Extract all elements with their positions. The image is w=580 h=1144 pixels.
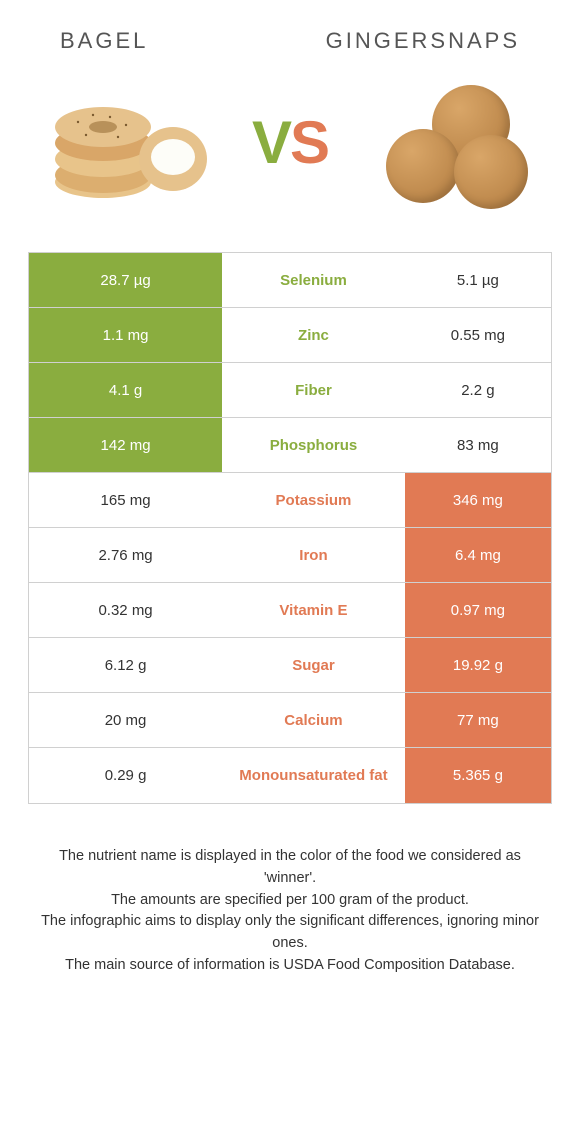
footnote-line: The infographic aims to display only the…	[34, 911, 546, 955]
value-left: 4.1 g	[29, 363, 222, 417]
value-left: 2.76 mg	[29, 528, 222, 582]
nutrient-name: Selenium	[222, 253, 405, 307]
food-title-left: BAGEL	[60, 28, 148, 54]
vs-s: S	[290, 109, 328, 176]
value-left: 1.1 mg	[29, 308, 222, 362]
value-right: 19.92 g	[405, 638, 551, 692]
table-row: 4.1 gFiber2.2 g	[29, 363, 551, 418]
footnotes: The nutrient name is displayed in the co…	[28, 846, 552, 977]
images-row: VS	[28, 72, 552, 212]
food-title-right: GINGERSNAPS	[326, 28, 520, 54]
table-row: 6.12 gSugar19.92 g	[29, 638, 551, 693]
value-left: 0.32 mg	[29, 583, 222, 637]
nutrient-name: Fiber	[222, 363, 405, 417]
value-left: 142 mg	[29, 418, 222, 472]
bagel-image	[38, 77, 218, 207]
nutrient-name: Vitamin E	[222, 583, 405, 637]
table-row: 20 mgCalcium77 mg	[29, 693, 551, 748]
nutrient-name: Zinc	[222, 308, 405, 362]
table-row: 165 mgPotassium346 mg	[29, 473, 551, 528]
value-left: 28.7 µg	[29, 253, 222, 307]
table-row: 2.76 mgIron6.4 mg	[29, 528, 551, 583]
nutrient-name: Sugar	[222, 638, 405, 692]
value-right: 6.4 mg	[405, 528, 551, 582]
value-right: 5.365 g	[405, 748, 551, 803]
value-right: 0.97 mg	[405, 583, 551, 637]
footnote-line: The amounts are specified per 100 gram o…	[34, 890, 546, 912]
nutrient-name: Calcium	[222, 693, 405, 747]
nutrient-name: Phosphorus	[222, 418, 405, 472]
vs-label: VS	[252, 108, 328, 177]
value-right: 0.55 mg	[405, 308, 551, 362]
value-left: 165 mg	[29, 473, 222, 527]
footnote-line: The main source of information is USDA F…	[34, 955, 546, 977]
value-left: 20 mg	[29, 693, 222, 747]
table-row: 0.29 gMonounsaturated fat5.365 g	[29, 748, 551, 803]
header: BAGEL GINGERSNAPS	[28, 28, 552, 54]
value-right: 5.1 µg	[405, 253, 551, 307]
nutrient-name: Iron	[222, 528, 405, 582]
gingersnaps-image	[362, 77, 542, 207]
value-right: 77 mg	[405, 693, 551, 747]
table-row: 28.7 µgSelenium5.1 µg	[29, 253, 551, 308]
footnote-line: The nutrient name is displayed in the co…	[34, 846, 546, 890]
table-row: 1.1 mgZinc0.55 mg	[29, 308, 551, 363]
nutrient-table: 28.7 µgSelenium5.1 µg1.1 mgZinc0.55 mg4.…	[28, 252, 552, 804]
table-row: 0.32 mgVitamin E0.97 mg	[29, 583, 551, 638]
value-right: 2.2 g	[405, 363, 551, 417]
nutrient-name: Potassium	[222, 473, 405, 527]
value-right: 346 mg	[405, 473, 551, 527]
value-left: 6.12 g	[29, 638, 222, 692]
table-row: 142 mgPhosphorus83 mg	[29, 418, 551, 473]
value-left: 0.29 g	[29, 748, 222, 803]
vs-v: V	[252, 109, 290, 176]
nutrient-name: Monounsaturated fat	[222, 748, 405, 803]
value-right: 83 mg	[405, 418, 551, 472]
